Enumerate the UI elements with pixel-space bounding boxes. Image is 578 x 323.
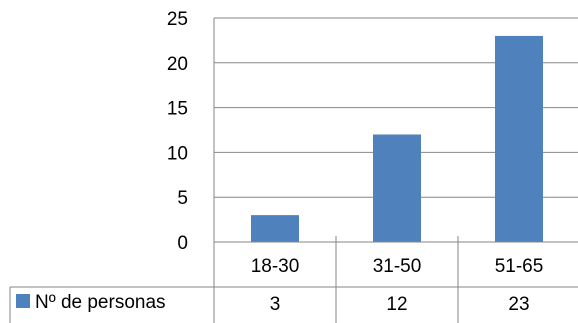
- y-tick-label: 0: [177, 233, 188, 254]
- bar-51-65: [495, 35, 543, 242]
- bar-31-50: [373, 134, 421, 242]
- data-table-value: 23: [508, 294, 529, 315]
- y-tick-labels: 0 5 10 15 20 25: [167, 9, 188, 254]
- y-tick-label: 5: [177, 188, 188, 209]
- y-tick-label: 25: [167, 9, 188, 30]
- legend-series-name: Nº de personas: [35, 292, 166, 313]
- y-tick-label: 10: [167, 143, 188, 164]
- category-label: 18-30: [251, 256, 300, 277]
- data-table-value: 12: [386, 294, 407, 315]
- legend-swatch: [16, 294, 30, 308]
- bar-18-30: [251, 215, 299, 242]
- category-label: 31-50: [373, 256, 422, 277]
- y-tick-label: 15: [167, 99, 188, 120]
- data-table: 18-30 31-50 51-65 Nº de personas 3 12 23: [9, 236, 578, 323]
- category-label: 51-65: [495, 256, 544, 277]
- bars: [251, 35, 543, 242]
- y-tick-label: 20: [167, 54, 188, 75]
- data-table-value: 3: [270, 294, 281, 315]
